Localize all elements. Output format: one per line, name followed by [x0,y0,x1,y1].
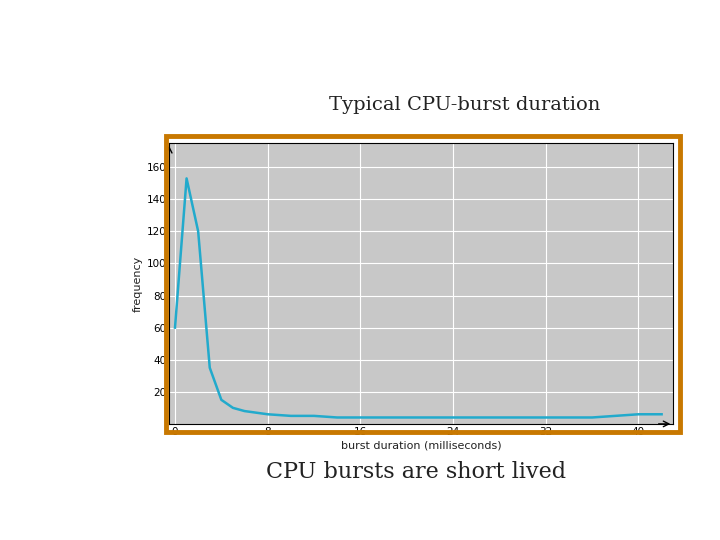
Text: Histogram of CPU-burst Times: Histogram of CPU-burst Times [127,18,600,46]
Text: page 3: page 3 [674,520,708,530]
Text: CPU bursts are short lived: CPU bursts are short lived [266,461,566,483]
Text: 10/19/2021: 10/19/2021 [124,520,179,530]
X-axis label: burst duration (milliseconds): burst duration (milliseconds) [341,441,502,451]
Y-axis label: frequency: frequency [132,255,143,312]
Text: Typical CPU-burst duration: Typical CPU-burst duration [329,96,600,114]
Text: CSE 30341: Operating Systems Principles: CSE 30341: Operating Systems Principles [315,520,517,530]
